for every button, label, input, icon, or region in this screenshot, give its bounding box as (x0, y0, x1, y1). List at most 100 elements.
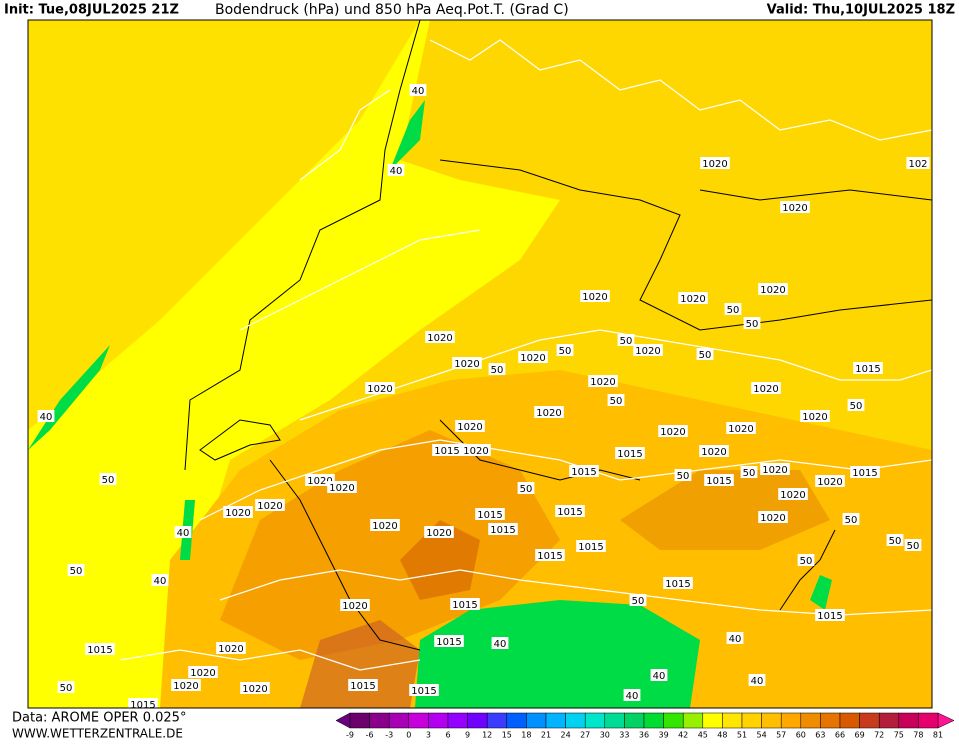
contour-label: 1015 (130, 700, 155, 711)
contour-label: 50 (800, 556, 813, 567)
contour-label: 40 (177, 528, 190, 539)
colorbar-box (682, 712, 704, 729)
contour-label-box (724, 303, 742, 315)
contour-label: 50 (743, 468, 756, 479)
contour-label-box (517, 482, 535, 494)
contour-label-box (699, 445, 729, 457)
contour-label-box (327, 481, 357, 493)
contour-label: 1020 (257, 501, 282, 512)
contour-label-box (340, 599, 370, 611)
contour-label: 40 (390, 166, 403, 177)
data-source: Data: AROME OPER 0.025° (12, 711, 186, 726)
contour-label: 1020 (427, 333, 452, 344)
contour-label-box (696, 348, 714, 360)
colorbar-box (702, 712, 723, 729)
contour-label: 1020 (342, 601, 367, 612)
contour-label-box (57, 681, 75, 693)
contour-label: 1015 (350, 681, 375, 692)
colorbar-box (428, 712, 449, 729)
contour-label: 50 (850, 401, 863, 412)
website: WWW.WETTERZENTRALE.DE (12, 727, 183, 741)
contour-label-box (475, 508, 505, 520)
colorbar-tick-label: 78 (913, 731, 923, 740)
contour-label-box (370, 519, 400, 531)
contour-label: 40 (626, 691, 639, 702)
contour-label: 1020 (660, 427, 685, 438)
colorbar-box (800, 712, 821, 729)
contour-label: 1020 (218, 644, 243, 655)
contour-label: 1015 (706, 476, 731, 487)
contour-label-box (171, 679, 201, 691)
contour-label-box (151, 574, 169, 586)
colorbar-tick-label: 54 (757, 731, 767, 740)
contour-label: 50 (907, 541, 920, 552)
contour-label-box (491, 637, 509, 649)
contour-label: 50 (610, 396, 623, 407)
contour-label: 1020 (753, 384, 778, 395)
contour-label: 1020 (701, 447, 726, 458)
contour-label-box (425, 331, 455, 343)
contour-label-box (255, 499, 285, 511)
colorbar-tick-label: 36 (639, 731, 649, 740)
field-region (400, 520, 480, 600)
contour-label-box (518, 351, 548, 363)
contour-label: 50 (727, 305, 740, 316)
contour-label: 1020 (817, 477, 842, 488)
contour-label: 1020 (173, 681, 198, 692)
contour-label-box (409, 84, 427, 96)
contour-label: 1015 (436, 637, 461, 648)
contour-label-box (223, 506, 253, 518)
field-region (390, 100, 425, 170)
contour-label-box (555, 505, 585, 517)
contour-label: 1020 (329, 483, 354, 494)
contour-label: 40 (751, 676, 764, 687)
colorbar-box (918, 712, 939, 729)
contour-label-box (450, 598, 480, 610)
contour-label: 1015 (434, 446, 459, 457)
contour-label-box (128, 698, 158, 708)
valid-time: Valid: Thu,10JUL2025 18Z (767, 3, 955, 18)
contour-label-box (452, 357, 482, 369)
contour-label-box (780, 201, 810, 213)
colorbar-box (565, 712, 586, 729)
colorbar-box (447, 712, 468, 729)
colorbar: -9 -6 -3 0 3 6 9 12 15 18 21 24 27 30 33 36 39 42 45 48 51 54… (335, 712, 955, 740)
colorbar-box (898, 712, 919, 729)
contour-label-box (760, 463, 790, 475)
colorbar-box (761, 712, 782, 729)
contour-label: 50 (70, 566, 83, 577)
contour-label-box (607, 394, 625, 406)
contour-label: 1015 (817, 611, 842, 622)
init-time: Init: Tue,08JUL2025 21Z (4, 3, 179, 18)
contour-label: 50 (491, 365, 504, 376)
contour-label-box (424, 526, 454, 538)
contour-label-box (758, 511, 788, 523)
contour-label: 50 (632, 596, 645, 607)
colorbar-tick-label: 51 (737, 731, 747, 740)
contour-label: 1020 (780, 490, 805, 501)
contour-label: 1015 (452, 600, 477, 611)
contour-label: 1020 (635, 346, 660, 357)
contour-label-box (815, 609, 845, 621)
colorbar-box (486, 712, 508, 729)
colorbar-tick-label: 9 (465, 731, 470, 740)
contour-label-box (461, 444, 491, 456)
contour-label-box (434, 635, 464, 647)
contour-label-box (704, 474, 734, 486)
colorbar-tick-label: 3 (426, 731, 431, 740)
contour-label-box (633, 344, 663, 356)
colorbar-tick-label: 12 (482, 731, 492, 740)
contour-label-box (174, 526, 192, 538)
contour-label: 1015 (855, 364, 880, 375)
contour-label: 1020 (307, 476, 332, 487)
contour-label: 1020 (760, 513, 785, 524)
contour-label-box (663, 577, 693, 589)
contour-label-box (432, 444, 462, 456)
contour-label-box (726, 422, 756, 434)
contour-label: 40 (494, 639, 507, 650)
contour-label: 50 (677, 471, 690, 482)
contour-label-box (726, 632, 744, 644)
colorbar-tick-label: 66 (835, 731, 845, 740)
